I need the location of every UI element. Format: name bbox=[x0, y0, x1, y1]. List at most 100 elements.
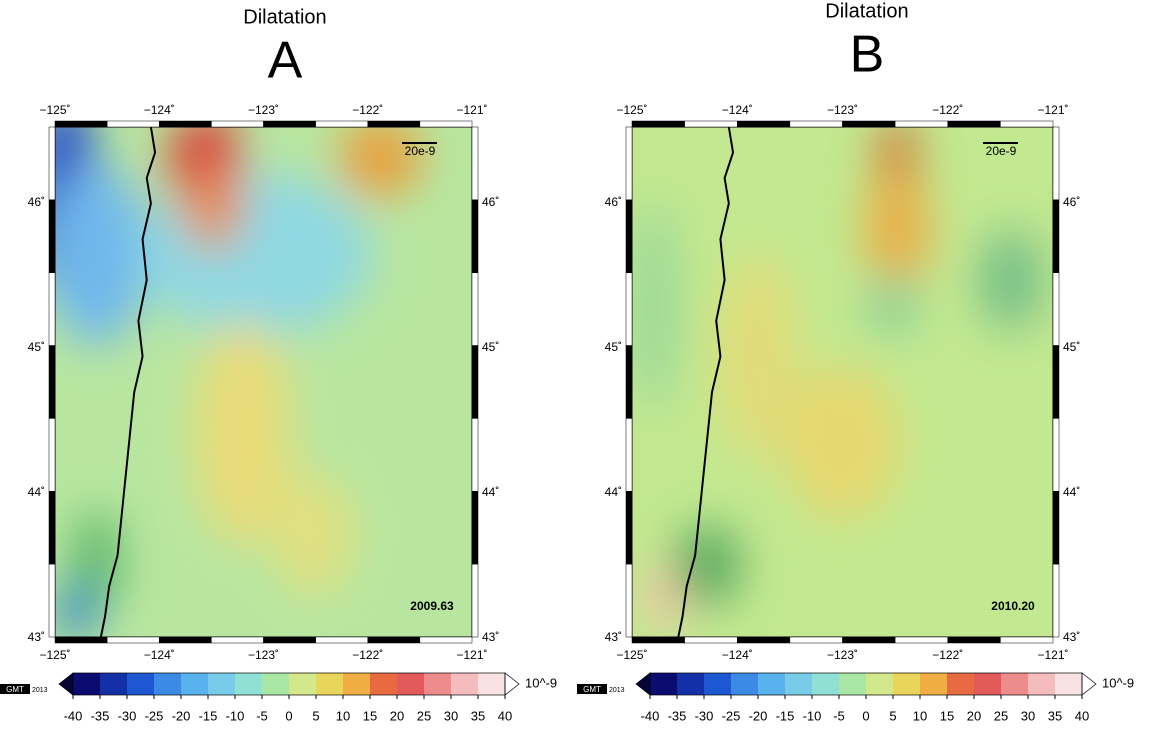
colorbar-swatch bbox=[100, 673, 128, 695]
colorbar-swatch bbox=[424, 673, 452, 695]
field-blob bbox=[632, 203, 679, 408]
colorbar-label: -30 bbox=[118, 708, 137, 723]
frame-seg bbox=[211, 120, 264, 128]
gmt-logo-box bbox=[0, 684, 30, 694]
colorbar-label: 35 bbox=[471, 708, 485, 723]
panel-title: Dilatation bbox=[825, 0, 908, 22]
field-blob bbox=[55, 162, 147, 347]
frame-seg bbox=[625, 272, 633, 346]
colorbar-swatch bbox=[974, 673, 1002, 695]
gmt-year: 2013 bbox=[32, 687, 48, 694]
field-blob bbox=[192, 320, 293, 546]
lon-label: −122˚ bbox=[352, 648, 383, 662]
frame-seg bbox=[471, 563, 479, 638]
colorbar-label: 5 bbox=[889, 708, 896, 723]
field-blob bbox=[716, 254, 801, 459]
colorbar-swatch bbox=[235, 673, 263, 695]
map-panel: Dilatation B −125˚ −125˚ −124˚ −124˚ −123˚ −123… bbox=[577, 0, 1134, 723]
colorbar-swatch bbox=[1028, 673, 1056, 695]
colorbar-label: 20 bbox=[390, 708, 404, 723]
colorbar-label: -20 bbox=[172, 708, 191, 723]
lon-label: −124˚ bbox=[722, 103, 753, 117]
frame-seg bbox=[367, 636, 421, 644]
colorbar-label: -15 bbox=[199, 708, 218, 723]
colorbar-label: -40 bbox=[641, 708, 660, 723]
colorbar-label: 10 bbox=[913, 708, 927, 723]
colorbar-label: -25 bbox=[145, 708, 164, 723]
field-blob bbox=[783, 366, 902, 520]
colorbar-label: 5 bbox=[312, 708, 319, 723]
lat-label: 44˚ bbox=[1063, 485, 1080, 499]
colorbar-label: -20 bbox=[749, 708, 768, 723]
lat-label: 46˚ bbox=[605, 195, 622, 209]
colorbar-label: 15 bbox=[940, 708, 954, 723]
frame-seg bbox=[367, 120, 421, 128]
lon-label: −121˚ bbox=[1037, 648, 1068, 662]
frame-seg bbox=[789, 120, 843, 128]
frame-seg bbox=[106, 636, 160, 644]
frame-seg bbox=[737, 636, 791, 644]
field-blob bbox=[338, 127, 422, 199]
lat-label: 45˚ bbox=[605, 340, 622, 354]
gmt-logo: GMT bbox=[6, 685, 24, 694]
frame-seg bbox=[1052, 418, 1060, 492]
frame-seg bbox=[894, 636, 948, 644]
lat-label: 45˚ bbox=[482, 340, 499, 354]
colorbar-over bbox=[1081, 672, 1097, 696]
colorbar-label: 0 bbox=[862, 708, 869, 723]
frame-seg bbox=[737, 120, 791, 128]
frame-seg bbox=[1052, 272, 1060, 346]
field-blob bbox=[271, 473, 356, 597]
lon-label: −123˚ bbox=[827, 648, 858, 662]
lon-label: −122˚ bbox=[932, 103, 963, 117]
frame-seg bbox=[471, 199, 479, 273]
map-panel: Dilatation A −125˚ −125˚ −124˚ −124˚ −123˚ −123… bbox=[0, 6, 557, 723]
lon-label: −124˚ bbox=[144, 103, 175, 117]
colorbar-swatch bbox=[812, 673, 840, 695]
colorbar-swatch bbox=[1055, 673, 1083, 695]
lon-label: −122˚ bbox=[932, 648, 963, 662]
colorbar-swatch bbox=[785, 673, 813, 695]
frame-seg bbox=[471, 345, 479, 419]
frame-seg bbox=[471, 126, 479, 201]
coastline bbox=[99, 127, 157, 637]
colorbar-unit: 10^-9 bbox=[1102, 675, 1134, 690]
frame-seg bbox=[1000, 120, 1054, 128]
field-blob bbox=[138, 172, 372, 337]
colorbar-label: 40 bbox=[1075, 708, 1089, 723]
frame-seg bbox=[947, 120, 1001, 128]
gmt-year: 2013 bbox=[609, 687, 625, 694]
frame-seg bbox=[315, 636, 368, 644]
colorbar-swatch bbox=[731, 673, 759, 695]
frame-seg bbox=[48, 491, 56, 565]
panel-title: Dilatation bbox=[243, 6, 326, 28]
field-blobs bbox=[632, 127, 1045, 627]
colorbar-label: 35 bbox=[1048, 708, 1062, 723]
frame-seg bbox=[263, 636, 316, 644]
colorbar-swatch bbox=[1001, 673, 1029, 695]
colorbar-swatch bbox=[920, 673, 948, 695]
colorbar-label: 30 bbox=[1021, 708, 1035, 723]
colorbar-label: 10 bbox=[336, 708, 350, 723]
colorbar-swatch bbox=[866, 673, 894, 695]
colorbar-swatch bbox=[650, 673, 678, 695]
frame-seg bbox=[48, 563, 56, 638]
colorbar-label: -5 bbox=[833, 708, 845, 723]
colorbar-swatch bbox=[893, 673, 921, 695]
frame-seg bbox=[54, 120, 108, 128]
frame-seg bbox=[48, 199, 56, 273]
field-blob bbox=[674, 524, 742, 607]
colorbar-label: -10 bbox=[226, 708, 245, 723]
frame-seg bbox=[48, 126, 56, 201]
frame-seg bbox=[419, 120, 473, 128]
colorbar-swatch bbox=[127, 673, 155, 695]
lat-label: 44˚ bbox=[482, 485, 499, 499]
colorbar-unit: 10^-9 bbox=[525, 675, 557, 690]
colorbar-label: -35 bbox=[668, 708, 687, 723]
colorbar-swatch bbox=[343, 673, 371, 695]
colorbar-label: 40 bbox=[498, 708, 512, 723]
field-blob bbox=[863, 167, 931, 291]
colorbar-label: -5 bbox=[256, 708, 268, 723]
colorbar-swatch bbox=[181, 673, 209, 695]
lon-label: −124˚ bbox=[144, 648, 175, 662]
